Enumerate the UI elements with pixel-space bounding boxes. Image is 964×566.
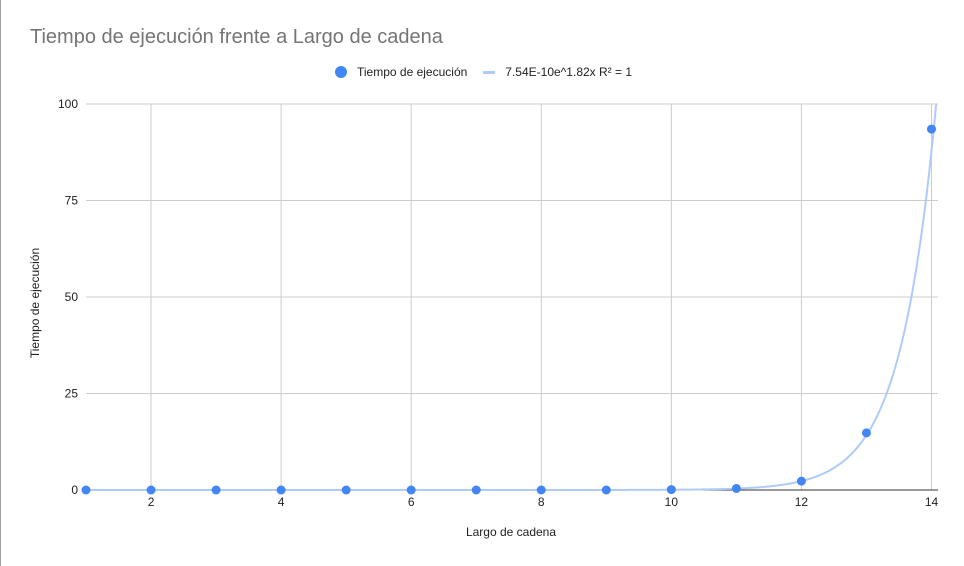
y-axis-title: Tiempo de ejecución (28, 248, 42, 358)
legend-trendline-label: 7.54E-10e^1.82x R² = 1 (505, 65, 633, 79)
x-tick-label: 6 (408, 495, 415, 509)
data-point (601, 485, 611, 495)
data-point (146, 485, 156, 495)
data-point (861, 428, 871, 438)
trendline-layer (86, 104, 938, 491)
grid-lines (86, 103, 938, 491)
legend-item-trendline[interactable]: 7.54E-10e^1.82x R² = 1 (483, 65, 632, 79)
data-point (81, 485, 91, 495)
trendline (86, 104, 938, 491)
x-axis-title: Largo de cadena (466, 525, 556, 539)
data-point (341, 485, 351, 495)
y-tick-label: 50 (65, 290, 79, 304)
legend-series-swatch (335, 66, 347, 78)
legend-item-series[interactable]: Tiempo de ejecución (335, 65, 467, 79)
data-point (276, 485, 286, 495)
legend-series-label: Tiempo de ejecución (357, 65, 468, 79)
x-tick-label: 14 (925, 495, 939, 509)
legend-trendline-swatch (483, 70, 496, 74)
x-tick-label: 8 (538, 495, 545, 509)
data-points (81, 124, 936, 495)
data-point (666, 485, 676, 495)
x-tick-labels: 2 4 6 8 10 12 14 (148, 495, 939, 509)
chart-legend: Tiempo de ejecución 7.54E-10e^1.82x R² =… (335, 65, 648, 79)
y-tick-label: 75 (65, 194, 79, 208)
y-tick-labels: 0 25 50 75 100 (58, 97, 78, 497)
x-tick-label: 12 (795, 495, 809, 509)
chart-title: Tiempo de ejecución frente a Largo de ca… (30, 26, 443, 48)
x-tick-label: 4 (278, 495, 285, 509)
x-tick-label: 10 (665, 495, 679, 509)
y-tick-label: 25 (65, 387, 79, 401)
x-tick-label: 2 (148, 495, 155, 509)
data-point (731, 483, 741, 493)
data-point (796, 476, 806, 486)
y-tick-label: 100 (58, 97, 78, 111)
data-point (926, 124, 936, 134)
data-point (536, 485, 546, 495)
data-point (211, 485, 221, 495)
y-tick-label: 0 (71, 483, 78, 497)
data-point (471, 485, 481, 495)
data-point (406, 485, 416, 495)
